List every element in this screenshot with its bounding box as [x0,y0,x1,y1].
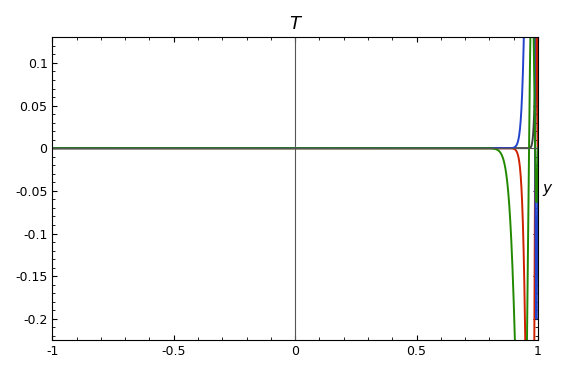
Text: y: y [543,181,552,196]
Title: T: T [290,15,301,33]
